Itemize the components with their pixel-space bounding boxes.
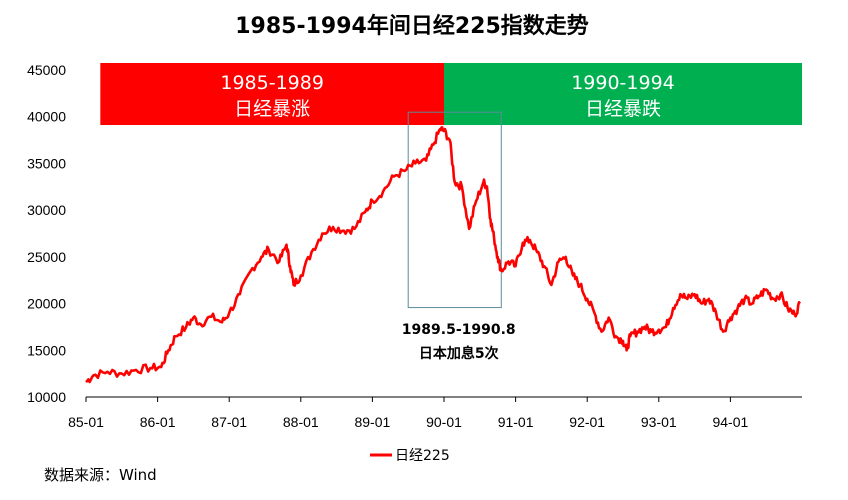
y-tick-label: 20000: [27, 296, 66, 312]
y-axis: 45000 40000 35000 30000 25000 20000 15000 10000: [27, 62, 66, 405]
y-tick-label: 15000: [27, 342, 66, 358]
band-1-label: 日经暴涨: [234, 98, 310, 120]
x-tick-label: 87-01: [211, 414, 247, 430]
band-2-label: 日经暴跌: [585, 98, 661, 120]
x-tick-label: 92-01: [569, 414, 605, 430]
x-tick-label: 94-01: [712, 414, 748, 430]
x-tick-label: 85-01: [68, 414, 104, 430]
annotation-text: 日本加息5次: [419, 345, 499, 362]
period-bands: 1985-1989 日经暴涨 1990-1994 日经暴跌: [100, 63, 802, 125]
y-tick-label: 10000: [27, 389, 66, 405]
legend-label: 日经225: [395, 448, 450, 464]
y-tick-label: 25000: [27, 249, 66, 265]
x-tick-label: 93-01: [641, 414, 677, 430]
x-tick-label: 86-01: [140, 414, 176, 430]
y-tick-label: 35000: [27, 155, 66, 171]
x-tick-label: 89-01: [354, 414, 390, 430]
x-axis: 85-01 86-01 87-01 88-01 89-01 90-01 91-01 92-01…: [68, 396, 802, 430]
chart-title: 1985-1994年间日经225指数走势: [235, 13, 589, 39]
data-source: 数据来源：Wind: [44, 466, 157, 484]
y-tick-label: 40000: [27, 109, 66, 125]
legend: 日经225: [370, 448, 450, 464]
band-2: [444, 63, 802, 125]
band-1: [100, 63, 444, 125]
series-line-nikkei225: [85, 126, 801, 384]
x-tick-label: 88-01: [283, 414, 319, 430]
x-tick-label: 91-01: [498, 414, 534, 430]
band-2-years: 1990-1994: [571, 72, 675, 94]
x-tick-label: 90-01: [426, 414, 462, 430]
y-tick-label: 45000: [27, 62, 66, 78]
series-lines: [85, 126, 801, 384]
y-tick-label: 30000: [27, 202, 66, 218]
band-1-years: 1985-1989: [220, 72, 324, 94]
rate-hike-annotation: 1989.5-1990.8 日本加息5次: [402, 111, 516, 362]
annotation-period: 1989.5-1990.8: [402, 322, 516, 338]
annotation-box: [407, 111, 502, 309]
